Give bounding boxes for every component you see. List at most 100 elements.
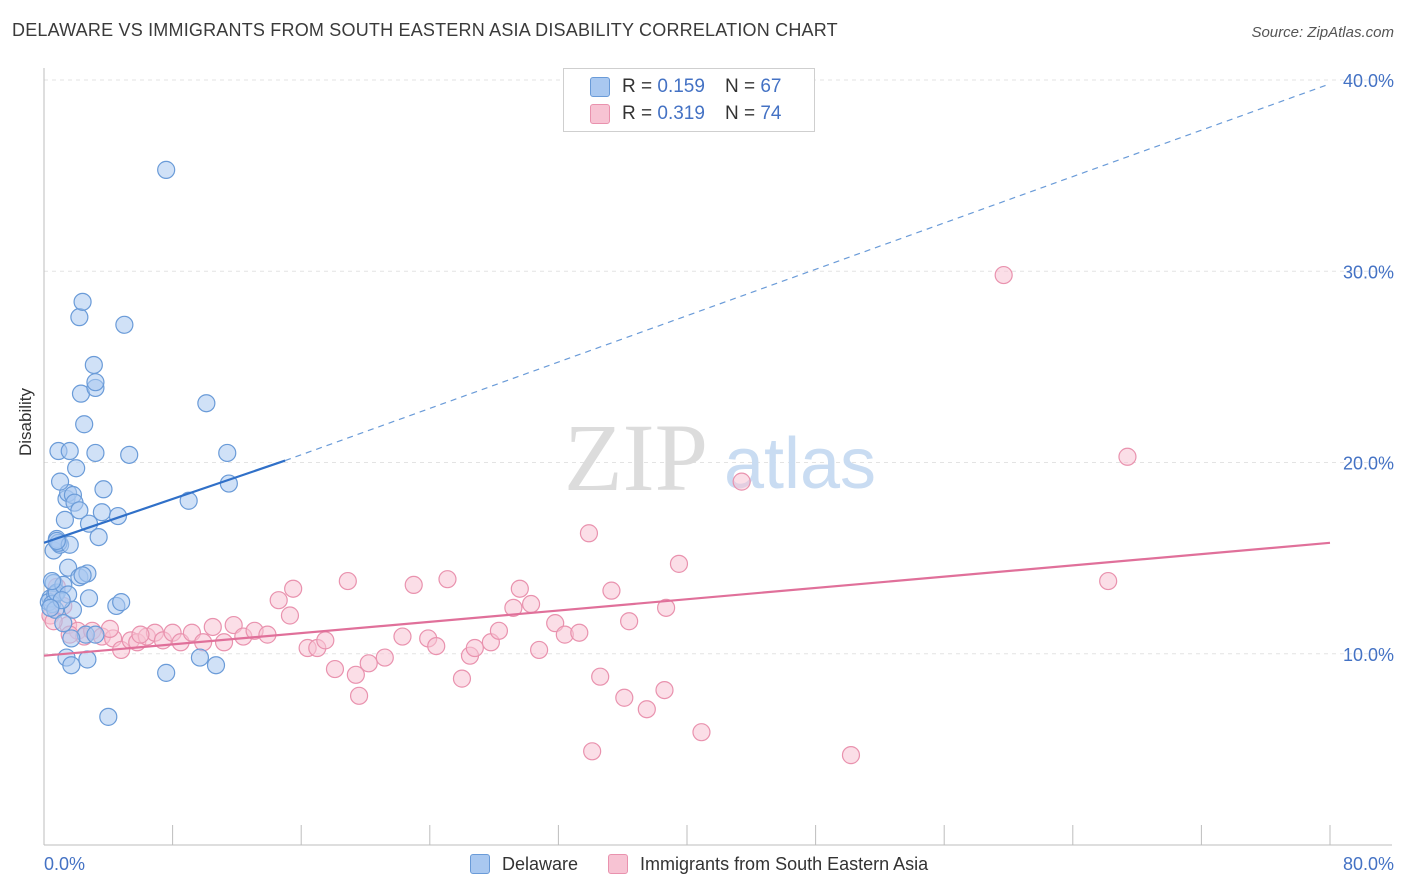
immigrants-point: [655, 680, 674, 700]
stats-row-immigrants: R = 0.319 N = 74: [590, 102, 781, 126]
delaware-trendline-extension: [284, 83, 1331, 462]
delaware-point: [78, 650, 97, 669]
legend-item-delaware[interactable]: Delaware: [470, 854, 578, 875]
y-tick-label: 30.0%: [1343, 262, 1394, 282]
delaware-trendline: [43, 459, 286, 544]
n-label: N =: [724, 103, 756, 124]
x-tick-labels: 0.0% 80.0%: [44, 854, 1394, 874]
delaware-point: [89, 527, 108, 547]
legend-item-immigrants[interactable]: Immigrants from South Eastern Asia: [608, 854, 928, 875]
immigrants-point: [280, 606, 300, 625]
delaware-point: [54, 614, 73, 633]
delaware-point: [94, 480, 113, 499]
immigrants-point: [583, 742, 602, 761]
r-value: 0.159: [657, 76, 705, 97]
delaware-point: [86, 373, 105, 392]
y-tick-label: 40.0%: [1343, 71, 1394, 91]
legend-swatch-pink: [590, 104, 610, 124]
series-immigrants-points: [41, 265, 1137, 765]
immigrants-point: [375, 648, 394, 667]
n-value: 74: [760, 103, 782, 124]
n-value: 67: [760, 76, 782, 97]
delaware-point: [99, 707, 118, 726]
y-tick-labels: 10.0% 20.0% 30.0% 40.0%: [1343, 71, 1394, 665]
immigrants-point: [1099, 571, 1118, 591]
legend-swatch-blue: [590, 77, 610, 97]
legend-swatch-blue: [470, 854, 490, 874]
immigrants-point: [438, 570, 457, 589]
series-delaware-points: [39, 160, 238, 726]
delaware-point: [75, 415, 94, 434]
gridlines: [44, 79, 1392, 655]
immigrants-point: [591, 667, 610, 686]
r-value: 0.319: [657, 103, 705, 124]
immigrants-point: [325, 659, 345, 679]
delaware-point: [112, 593, 131, 612]
delaware-point: [50, 472, 70, 491]
x-tick-label-max: 80.0%: [1343, 854, 1394, 874]
immigrants-point: [530, 640, 549, 660]
immigrants-point: [489, 621, 509, 640]
delaware-point: [108, 506, 128, 526]
immigrants-point: [214, 633, 234, 652]
immigrants-point: [620, 612, 639, 631]
immigrants-point: [657, 598, 676, 617]
delaware-point: [92, 503, 111, 522]
immigrants-point: [452, 669, 472, 688]
stats-legend: R = 0.159 N = 67 R = 0.319 N = 74: [563, 68, 815, 132]
immigrants-point: [316, 631, 335, 650]
immigrants-point: [615, 688, 634, 707]
immigrants-point: [841, 746, 861, 765]
delaware-point: [157, 160, 176, 179]
delaware-point: [41, 598, 60, 617]
delaware-point: [79, 589, 99, 608]
delaware-point: [55, 510, 74, 529]
watermark: ZIP atlas: [564, 404, 876, 511]
delaware-point: [218, 443, 237, 463]
legend-label: Delaware: [502, 853, 579, 874]
watermark-zip: ZIP: [564, 404, 708, 511]
r-label: R =: [622, 103, 653, 124]
delaware-point: [179, 491, 198, 510]
stats-row-delaware: R = 0.159 N = 67: [590, 75, 781, 99]
immigrants-point: [732, 472, 751, 491]
immigrants-point: [393, 627, 412, 646]
immigrants-point: [349, 686, 369, 705]
delaware-point: [67, 459, 86, 478]
immigrants-point: [131, 625, 150, 644]
chart-title: DELAWARE VS IMMIGRANTS FROM SOUTH EASTER…: [12, 20, 838, 40]
delaware-point: [157, 663, 176, 682]
immigrants-point: [427, 636, 446, 656]
immigrants-point: [994, 265, 1013, 285]
immigrants-point: [669, 554, 689, 573]
delaware-point: [62, 656, 81, 675]
n-label: N =: [724, 76, 756, 97]
immigrants-point: [570, 623, 589, 642]
delaware-point: [62, 629, 81, 648]
delaware-point: [84, 355, 103, 375]
legend-label: Immigrants from South Eastern Asia: [640, 853, 929, 874]
immigrants-point: [465, 638, 484, 658]
delaware-point: [115, 315, 134, 334]
immigrants-point: [359, 654, 378, 673]
immigrants-point: [521, 594, 541, 614]
delaware-point: [70, 501, 89, 520]
immigrants-point: [404, 575, 423, 595]
immigrants-point: [504, 598, 523, 617]
immigrants-point: [637, 700, 656, 719]
axes: [43, 68, 1392, 846]
immigrants-point: [284, 579, 303, 598]
watermark-atlas: atlas: [724, 424, 876, 504]
delaware-point: [42, 571, 62, 591]
delaware-point: [120, 445, 139, 464]
legend-swatch-pink: [608, 854, 629, 874]
delaware-point: [73, 566, 92, 585]
immigrants-point: [346, 665, 365, 684]
immigrants-point: [602, 581, 621, 600]
series-legend: Delaware Immigrants from South Eastern A…: [470, 852, 958, 876]
immigrants-point: [510, 579, 529, 598]
delaware-point: [206, 656, 226, 675]
immigrants-point: [338, 571, 357, 591]
delaware-point: [86, 625, 105, 644]
